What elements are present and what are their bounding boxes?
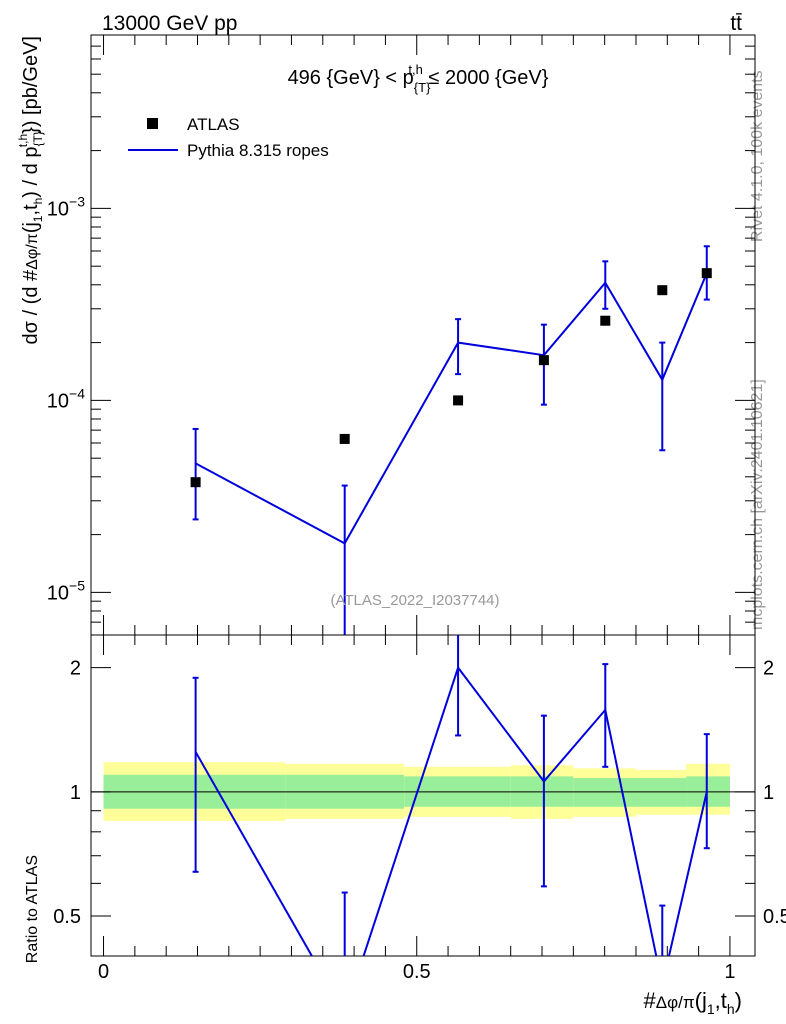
- ratio-band-green: [573, 778, 636, 807]
- ratio-mc-line: [194, 665, 708, 956]
- ratio-data-layer: [192, 635, 710, 956]
- header-process-label: tt̄: [730, 12, 742, 35]
- main-data-layer: [190, 245, 712, 635]
- main-panel: 10−5 10−4 10−3 496 {GeV} < p{T}t,h ≤ 2000 …: [16, 34, 756, 636]
- ratio-axis-ticks: 0.5 0.5 1 1 2 2: [53, 658, 786, 957]
- legend: ATLAS Pythia 8.315 ropes: [128, 115, 329, 160]
- y-tick-label: 10−3: [47, 193, 85, 220]
- x-tick-label: 0: [98, 961, 109, 983]
- header-energy-label: 13000 GeV pp: [102, 12, 237, 35]
- chart-title: 496 {GeV} < p{T}t,h ≤ 2000 {GeV}: [288, 62, 549, 95]
- x-tick-label: 0.5: [403, 961, 431, 983]
- ratio-y-tick-label-left: 1: [70, 782, 81, 804]
- y-tick-label: 10−4: [47, 385, 85, 412]
- legend-mc-label: Pythia 8.315 ropes: [187, 141, 329, 160]
- ratio-panel: 0.5 0.5 1 1 2 2 Ratio to ATLAS: [24, 634, 786, 963]
- atlas-data-point: [657, 285, 668, 296]
- main-axis-ticks: 10−5 10−4 10−3: [47, 34, 755, 636]
- atlas-data-point: [339, 433, 350, 444]
- analysis-label: (ATLAS_2022_I2037744): [330, 592, 499, 609]
- ratio-y-tick-label-right: 1: [763, 782, 774, 804]
- x-tick-label: 1: [724, 961, 735, 983]
- legend-atlas-label: ATLAS: [187, 115, 240, 134]
- mcplots-label: mcplots.cern.ch [arXiv:2401.10621]: [749, 379, 766, 630]
- ratio-y-tick-label-right: 0.5: [763, 906, 786, 928]
- rivet-version-label: Rivet 4.1.0, 100k events: [749, 70, 766, 242]
- y-tick-label: 10−5: [47, 577, 85, 604]
- main-y-axis-label: dσ / (d #Δφ/π(j1,th) / d p{T}t,h}) [pb/G…: [16, 36, 45, 344]
- atlas-data-point: [453, 395, 464, 406]
- atlas-data-point: [190, 477, 201, 488]
- atlas-data-point: [600, 315, 611, 326]
- ratio-y-tick-label-left: 0.5: [53, 906, 81, 928]
- ratio-band-green: [635, 778, 687, 807]
- atlas-data-point: [701, 268, 712, 279]
- x-axis-ticks: 0 0.5 1: [98, 35, 736, 983]
- legend-atlas-marker: [147, 118, 158, 129]
- ratio-y-tick-label-right: 2: [763, 658, 774, 680]
- atlas-data-point: [538, 355, 549, 366]
- ratio-y-axis-label: Ratio to ATLAS: [24, 855, 41, 963]
- ratio-clipped: [192, 635, 710, 956]
- ratio-frame: [90, 634, 756, 957]
- ratio-y-tick-label-left: 2: [70, 658, 81, 680]
- x-axis-label: #Δφ/π(j1,th): [644, 988, 742, 1017]
- mc-line: [195, 272, 708, 545]
- main-clipped: [190, 245, 712, 635]
